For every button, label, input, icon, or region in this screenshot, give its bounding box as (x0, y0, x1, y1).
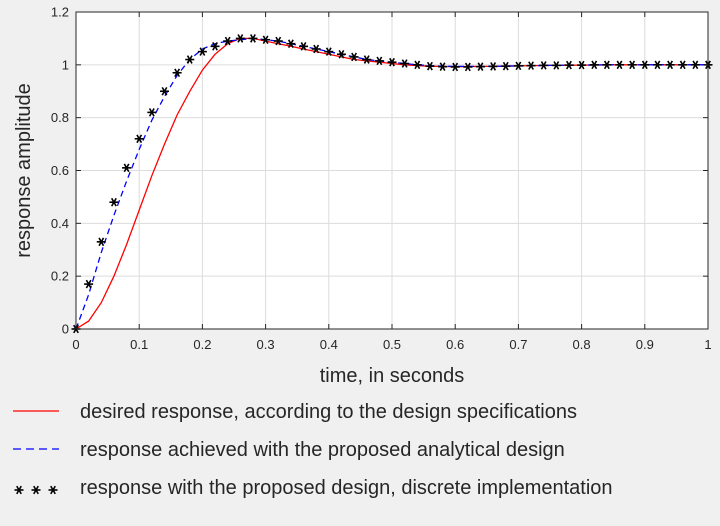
series-3-point (387, 57, 397, 67)
series-3-point (438, 62, 448, 71)
tick-labels: 0 0.1 0.2 0.3 0.4 0.5 0.6 0.7 0.8 0.9 1 0 0.2 0.4 0.6 0… (51, 5, 712, 353)
legend-star-icon (48, 485, 58, 495)
y-tick-label: 0.4 (51, 216, 69, 231)
series-3-point (627, 60, 637, 70)
series-3-point (412, 60, 422, 70)
series-3-point (539, 61, 549, 70)
x-tick-label: 0 (72, 337, 79, 352)
tick-marks (75, 11, 709, 330)
series-3-point (640, 60, 650, 70)
series-3-point (324, 47, 334, 56)
series-3-point (526, 61, 536, 70)
series-3-point (577, 60, 587, 70)
x-tick-label: 0.5 (383, 337, 401, 352)
legend-label-1: desired response, according to the desig… (80, 401, 577, 423)
series-3-point (122, 163, 132, 173)
y-tick-label: 0.6 (51, 163, 69, 178)
y-tick-label: 0 (62, 322, 69, 337)
series-3-point (261, 35, 271, 45)
series-3-markers (71, 34, 713, 334)
series-3-point (602, 60, 612, 70)
x-tick-label: 1 (704, 337, 711, 352)
series-3-point (488, 62, 498, 71)
x-tick-label: 0.6 (446, 337, 464, 352)
y-axis-label: response amplitude (13, 83, 35, 258)
series-3-point (362, 55, 372, 64)
legend: desired response, according to the desig… (13, 401, 613, 499)
series-3-point (551, 61, 561, 70)
y-tick-label: 0.2 (51, 269, 69, 284)
series-3-point (311, 44, 321, 54)
series-3-point (475, 62, 485, 71)
series-3-point (159, 86, 169, 96)
series-3-point (223, 36, 233, 46)
y-tick-label: 0.8 (51, 110, 69, 125)
series-3-point (678, 60, 688, 70)
series-3-point (248, 34, 258, 43)
series-3-point (197, 47, 207, 56)
series-layer (71, 34, 713, 334)
series-3-point (690, 60, 700, 70)
series-3-point (210, 42, 220, 51)
series-3-point (400, 59, 410, 68)
x-tick-label: 0.8 (573, 337, 591, 352)
y-tick-label: 1 (62, 57, 69, 72)
series-3-point (374, 56, 384, 66)
series-3-point (450, 62, 460, 72)
x-tick-label: 0.3 (257, 337, 275, 352)
series-3-point (463, 62, 473, 72)
x-tick-label: 0.9 (636, 337, 654, 352)
x-tick-label: 0.2 (193, 337, 211, 352)
series-3-point (286, 39, 296, 48)
series-3-point (96, 237, 106, 247)
series-3-point (172, 68, 182, 78)
series-3-point (652, 60, 662, 70)
series-3-point (299, 42, 309, 51)
series-3-point (425, 61, 435, 71)
series-3-point (185, 55, 195, 64)
series-3-point (349, 52, 359, 62)
series-3-point (513, 61, 523, 71)
legend-star-icon (14, 485, 24, 495)
x-tick-label: 0.7 (509, 337, 527, 352)
series-3-point (273, 36, 283, 46)
series-3-point (615, 60, 625, 70)
legend-marker-3 (14, 485, 58, 495)
series-3-point (84, 279, 94, 289)
y-tick-label: 1.2 (51, 5, 69, 20)
series-3-point (147, 108, 157, 117)
x-axis-label: time, in seconds (320, 365, 465, 387)
series-3-point (134, 134, 144, 144)
series-3-point (665, 60, 675, 70)
x-tick-label: 0.4 (320, 337, 338, 352)
legend-star-icon (31, 485, 41, 495)
x-tick-label: 0.1 (130, 337, 148, 352)
legend-label-3: response with the proposed design, discr… (80, 477, 613, 499)
series-3-point (336, 49, 346, 59)
series-3-point (589, 60, 599, 70)
series-3-point (109, 197, 119, 207)
series-3-point (235, 34, 245, 43)
legend-label-2: response achieved with the proposed anal… (80, 439, 565, 461)
series-3-point (501, 61, 511, 71)
series-3-point (564, 60, 574, 70)
